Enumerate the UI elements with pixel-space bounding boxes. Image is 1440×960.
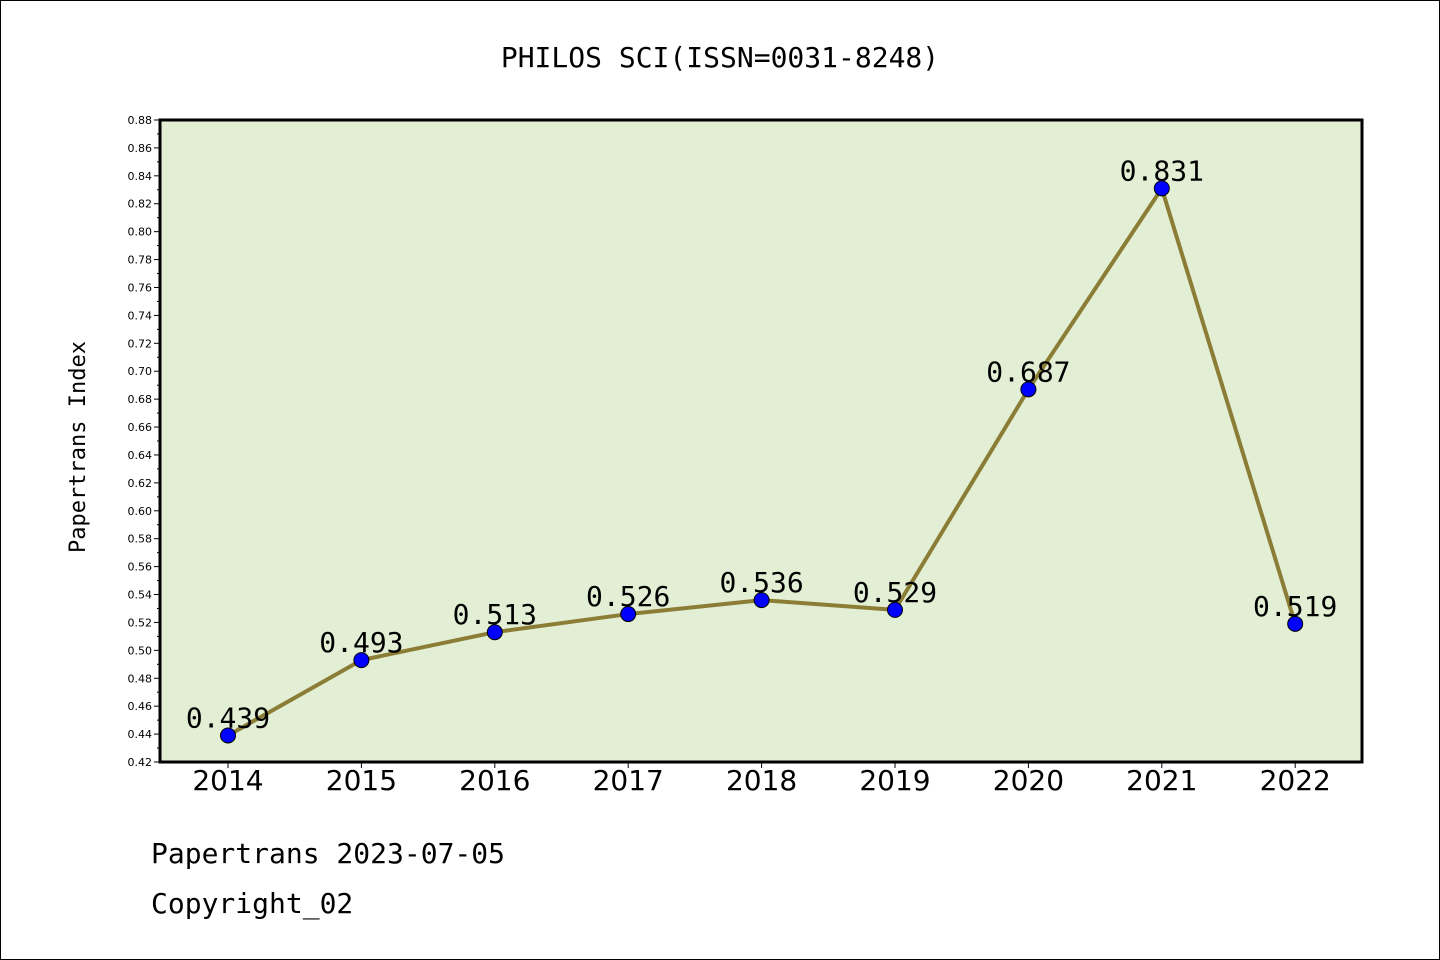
data-label: 0.439	[186, 701, 270, 734]
y-tick-label: 0.46	[128, 700, 153, 713]
y-tick-label: 0.76	[128, 281, 153, 294]
x-tick-label: 2021	[1126, 764, 1197, 797]
y-tick-label: 0.44	[128, 728, 153, 741]
footer-date: Papertrans 2023-07-05	[151, 837, 506, 870]
y-tick-label: 0.64	[128, 449, 153, 462]
y-tick-label: 0.82	[128, 198, 153, 211]
y-tick-label: 0.54	[128, 589, 153, 602]
data-label: 0.493	[319, 626, 403, 659]
x-tick-label: 2020	[993, 764, 1064, 797]
series-markers	[220, 180, 1304, 744]
y-tick-label: 0.88	[128, 114, 153, 127]
y-tick-label: 0.86	[128, 142, 153, 155]
y-tick-label: 0.66	[128, 421, 153, 434]
y-axis: 0.42 0.44 0.46 0.48 0.50 0.52 0.54 0.56 0.58 0.60…	[128, 114, 160, 769]
x-tick-label: 2019	[859, 764, 930, 797]
y-tick-label: 0.58	[128, 533, 153, 546]
data-label: 0.529	[853, 576, 937, 609]
x-axis: 2014 2015 2016 2017 2018 2019 2020 2021 2022	[192, 762, 1331, 797]
x-tick-label: 2016	[459, 764, 530, 797]
y-tick-label: 0.60	[128, 505, 153, 518]
y-tick-label: 0.68	[128, 393, 153, 406]
data-point	[353, 652, 370, 669]
chart-title: PHILOS SCI(ISSN=0031-8248)	[501, 41, 939, 74]
x-tick-label: 2014	[192, 764, 263, 797]
y-tick-label: 0.78	[128, 254, 153, 267]
y-tick-label: 0.84	[128, 170, 153, 183]
data-labels: 0.439 0.493 0.513 0.526 0.536 0.529 0.687 0.831…	[186, 154, 1337, 734]
data-label: 0.687	[986, 355, 1070, 388]
data-point	[1287, 615, 1304, 632]
data-label: 0.519	[1253, 590, 1337, 623]
y-tick-label: 0.62	[128, 477, 153, 490]
y-tick-label: 0.70	[128, 365, 153, 378]
x-tick-label: 2017	[593, 764, 664, 797]
data-label: 0.831	[1120, 154, 1204, 187]
y-tick-label: 0.50	[128, 644, 153, 657]
data-point	[1020, 381, 1037, 398]
data-point	[486, 624, 503, 641]
data-point	[1153, 180, 1170, 197]
x-tick-label: 2018	[726, 764, 797, 797]
y-tick-label: 0.74	[128, 309, 153, 322]
data-point	[887, 601, 903, 618]
plot-area	[158, 118, 1364, 764]
data-point	[620, 606, 637, 623]
y-tick-label: 0.48	[128, 672, 153, 685]
x-tick-label: 2015	[326, 764, 397, 797]
data-point	[220, 727, 236, 744]
x-tick-label: 2022	[1260, 764, 1331, 797]
data-label: 0.526	[586, 580, 670, 613]
footer-copyright: Copyright_02	[151, 887, 354, 920]
y-tick-label: 0.52	[128, 616, 153, 629]
y-tick-label: 0.56	[128, 561, 153, 574]
y-tick-label: 0.72	[128, 337, 153, 350]
y-tick-label: 0.80	[128, 226, 153, 239]
data-point	[753, 592, 770, 609]
y-tick-label: 0.42	[128, 756, 153, 769]
y-axis-label: Papertrans Index	[66, 341, 91, 553]
data-label: 0.536	[719, 566, 803, 599]
data-label: 0.513	[453, 598, 537, 631]
